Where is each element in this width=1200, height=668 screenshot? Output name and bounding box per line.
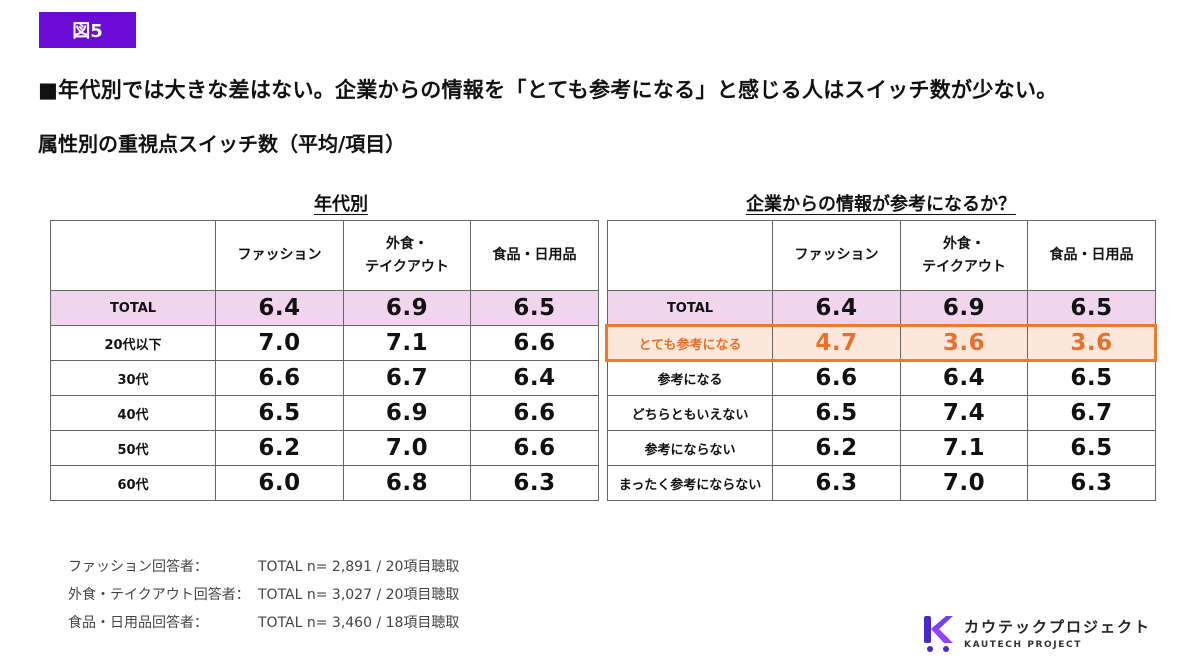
value-cell: 6.5	[470, 290, 599, 326]
cart-logo-icon	[922, 613, 956, 653]
header-empty-cell	[607, 220, 773, 291]
value-cell: 6.9	[900, 290, 1028, 326]
table-row: 50代 6.2 7.0 6.6	[50, 430, 599, 466]
kautech-logo: カウテックプロジェクト KAUTECH PROJECT	[922, 613, 1151, 653]
note-value: TOTAL n= 3,460 / 18項目聴取	[258, 615, 460, 631]
row-label: 30代	[50, 360, 216, 396]
age-table: ファッション 外食・ テイクアウト 食品・日用品 TOTAL 6.4 6.9 6…	[50, 220, 599, 501]
column-header-fashion: ファッション	[215, 220, 344, 291]
row-label: まったく参考にならない	[607, 465, 773, 501]
note-line: ファッション回答者： TOTAL n= 2,891 / 20項目聴取	[68, 552, 459, 580]
value-cell: 6.9	[343, 290, 471, 326]
value-cell: 3.6	[1027, 325, 1156, 361]
value-cell: 6.6	[772, 360, 901, 396]
logo-english-name: KAUTECH PROJECT	[964, 640, 1082, 650]
value-cell: 6.4	[772, 290, 901, 326]
table-row: 30代 6.6 6.7 6.4	[50, 360, 599, 396]
table-row: 参考にならない 6.2 7.1 6.5	[607, 430, 1156, 466]
value-cell: 6.2	[215, 430, 344, 466]
row-label: 50代	[50, 430, 216, 466]
value-cell: 4.7	[772, 325, 901, 361]
value-cell: 6.2	[772, 430, 901, 466]
row-label: とても参考になる	[607, 325, 773, 361]
value-cell: 6.6	[470, 430, 599, 466]
figure-tag: 図5	[39, 12, 136, 48]
note-value: TOTAL n= 3,027 / 20項目聴取	[258, 587, 460, 603]
value-cell: 6.5	[1027, 290, 1156, 326]
note-line: 食品・日用品回答者： TOTAL n= 3,460 / 18項目聴取	[68, 608, 459, 636]
column-header-food-service: 外食・ テイクアウト	[343, 220, 471, 291]
value-cell: 6.6	[215, 360, 344, 396]
row-label: 参考になる	[607, 360, 773, 396]
left-table-title: 年代別	[314, 194, 368, 215]
row-label: TOTAL	[50, 290, 216, 326]
table-row: 60代 6.0 6.8 6.3	[50, 465, 599, 501]
row-label: 参考にならない	[607, 430, 773, 466]
sample-notes: ファッション回答者： TOTAL n= 2,891 / 20項目聴取 外食・テイ…	[68, 552, 459, 636]
value-cell: 6.6	[470, 325, 599, 361]
row-label: 60代	[50, 465, 216, 501]
table-row: どちらともいえない 6.5 7.4 6.7	[607, 395, 1156, 431]
value-cell: 6.5	[772, 395, 901, 431]
table-row: TOTAL 6.4 6.9 6.5	[607, 290, 1156, 326]
value-cell: 7.0	[343, 430, 471, 466]
table-row: 40代 6.5 6.9 6.6	[50, 395, 599, 431]
value-cell: 6.3	[1027, 465, 1156, 501]
column-header-fashion: ファッション	[772, 220, 901, 291]
table-row: 参考になる 6.6 6.4 6.5	[607, 360, 1156, 396]
header-empty-cell	[50, 220, 216, 291]
note-line: 外食・テイクアウト回答者： TOTAL n= 3,027 / 20項目聴取	[68, 580, 459, 608]
table-header-row: ファッション 外食・ テイクアウト 食品・日用品	[50, 220, 599, 291]
value-cell: 7.0	[900, 465, 1028, 501]
column-header-groceries: 食品・日用品	[470, 220, 599, 291]
value-cell: 6.4	[215, 290, 344, 326]
table-header-row: ファッション 外食・ テイクアウト 食品・日用品	[607, 220, 1156, 291]
value-cell: 6.4	[470, 360, 599, 396]
table-row: TOTAL 6.4 6.9 6.5	[50, 290, 599, 326]
note-label: 食品・日用品回答者：	[68, 615, 208, 631]
logo-japanese-name: カウテックプロジェクト	[964, 618, 1152, 636]
note-label: 外食・テイクアウト回答者：	[68, 587, 250, 603]
value-cell: 6.4	[900, 360, 1028, 396]
value-cell: 6.6	[470, 395, 599, 431]
value-cell: 6.5	[1027, 360, 1156, 396]
note-value: TOTAL n= 2,891 / 20項目聴取	[258, 559, 460, 575]
value-cell: 6.3	[470, 465, 599, 501]
subhead: 属性別の重視点スイッチ数（平均/項目）	[38, 132, 406, 156]
value-cell: 6.3	[772, 465, 901, 501]
column-header-groceries: 食品・日用品	[1027, 220, 1156, 291]
info-usefulness-table: ファッション 外食・ テイクアウト 食品・日用品 TOTAL 6.4 6.9 6…	[607, 220, 1156, 501]
note-label: ファッション回答者：	[68, 559, 208, 575]
table-row: 20代以下 7.0 7.1 6.6	[50, 325, 599, 361]
column-header-food-service: 外食・ テイクアウト	[900, 220, 1028, 291]
value-cell: 6.0	[215, 465, 344, 501]
value-cell: 6.7	[1027, 395, 1156, 431]
row-label: 20代以下	[50, 325, 216, 361]
value-cell: 3.6	[900, 325, 1028, 361]
value-cell: 6.5	[215, 395, 344, 431]
value-cell: 7.1	[900, 430, 1028, 466]
value-cell: 7.4	[900, 395, 1028, 431]
value-cell: 6.8	[343, 465, 471, 501]
row-label: 40代	[50, 395, 216, 431]
row-label: どちらともいえない	[607, 395, 773, 431]
value-cell: 7.0	[215, 325, 344, 361]
table-row: まったく参考にならない 6.3 7.0 6.3	[607, 465, 1156, 501]
value-cell: 6.9	[343, 395, 471, 431]
right-table-title: 企業からの情報が参考になるか？	[746, 194, 1016, 215]
value-cell: 6.5	[1027, 430, 1156, 466]
row-label: TOTAL	[607, 290, 773, 326]
highlighted-row: とても参考になる 4.7 3.6 3.6	[607, 325, 1156, 361]
headline: ■年代別では大きな差はない。企業からの情報を「とても参考になる」と感じる人はスイ…	[38, 78, 1058, 102]
value-cell: 7.1	[343, 325, 471, 361]
value-cell: 6.7	[343, 360, 471, 396]
